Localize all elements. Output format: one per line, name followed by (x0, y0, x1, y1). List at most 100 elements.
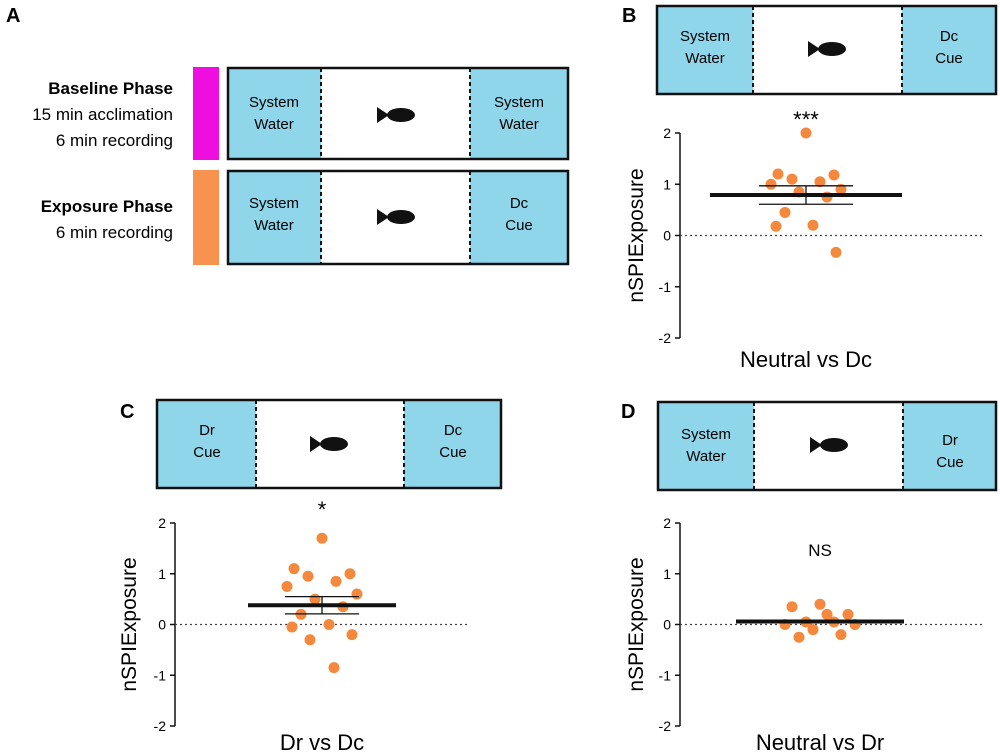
baseline-tank: System Water System Water (226, 66, 570, 161)
x-axis-label: Dr vs Dc (280, 730, 364, 755)
y-tick-label: -1 (154, 667, 167, 683)
y-tick-label: 0 (158, 617, 166, 633)
data-point (835, 629, 847, 641)
panel-letter-d: D (621, 401, 635, 423)
data-point (814, 598, 826, 610)
left-zone-label-2: Water (685, 50, 724, 67)
y-axis-label: nSPIExposure (625, 168, 648, 302)
left-zone (658, 402, 754, 490)
baseline-phase-color-bar (193, 67, 219, 160)
right-zone-label-2: Cue (935, 50, 963, 67)
right-zone-label-1: Dc (940, 28, 959, 45)
right-zone (470, 68, 568, 159)
panel-letter-c: C (120, 401, 134, 423)
exposure-phase-line1: 6 min recording (56, 223, 173, 242)
y-tick-label: -1 (659, 667, 672, 683)
left-zone (228, 171, 321, 264)
panel-c-plot: * nSPIExposure Dr vs Dc -2 -1 0 1 2 (118, 497, 470, 755)
data-point (281, 580, 293, 592)
right-zone (902, 6, 996, 94)
fish-icon (377, 209, 415, 225)
y-tick-label: 0 (663, 228, 671, 244)
x-axis-label: Neutral vs Dc (740, 347, 872, 372)
exposure-phase-color-bar (193, 170, 219, 265)
left-zone-label-2: Water (254, 116, 293, 133)
data-point (346, 629, 358, 641)
data-point (344, 568, 356, 580)
fish-icon (310, 436, 348, 452)
data-point (835, 183, 847, 195)
right-zone-label-1: Dc (444, 422, 463, 439)
exposure-phase-title: Exposure Phase (41, 197, 173, 216)
panel-letter-a: A (6, 5, 20, 27)
data-point (770, 220, 782, 232)
baseline-phase-line1: 15 min acclimation (32, 105, 173, 124)
data-point (842, 608, 854, 620)
left-zone-label-1: System (249, 94, 299, 111)
fish-icon (377, 107, 415, 123)
left-zone (157, 400, 256, 488)
right-zone (903, 402, 996, 490)
left-zone-label-2: Water (254, 217, 293, 234)
data-point (316, 532, 328, 544)
data-point (821, 608, 833, 620)
exposure-tank: System Water Dc Cue (226, 169, 570, 266)
left-zone-label-1: System (681, 426, 731, 443)
data-point (772, 168, 784, 180)
left-zone (657, 6, 753, 94)
y-tick-label: 2 (663, 125, 671, 141)
y-tick-label: -1 (659, 279, 672, 295)
right-zone (404, 400, 501, 488)
y-tick-label: -2 (659, 330, 672, 346)
panel-c-tank: Dr Cue Dc Cue (155, 398, 503, 490)
data-point (323, 619, 335, 630)
data-point (309, 593, 321, 605)
left-zone-label-1: System (680, 28, 730, 45)
y-tick-label: -2 (154, 718, 167, 734)
right-zone-label-2: Cue (936, 454, 964, 471)
data-point (288, 563, 300, 575)
data-point (800, 127, 812, 139)
data-point (351, 588, 363, 600)
data-point (807, 624, 819, 636)
fish-icon (810, 437, 848, 453)
data-point (765, 178, 777, 190)
y-axis-label: nSPIExposure (118, 557, 141, 691)
x-axis-label: Neutral vs Dr (756, 730, 884, 755)
data-point (330, 575, 342, 587)
y-tick-label: -2 (659, 718, 672, 734)
data-point (304, 634, 316, 646)
data-point (830, 246, 842, 258)
right-zone-label-2: Water (499, 116, 538, 133)
data-point (793, 631, 805, 643)
y-axis-label: nSPIExposure (625, 557, 648, 691)
left-zone-label-1: System (249, 195, 299, 212)
panel-d-tank: System Water Dr Cue (656, 400, 998, 492)
data-point (328, 662, 340, 674)
left-zone-label-1: Dr (199, 422, 215, 439)
y-tick-label: 1 (158, 566, 166, 582)
left-zone-label-2: Water (686, 448, 725, 465)
right-zone-label-2: Cue (505, 217, 533, 234)
significance-label: * (318, 497, 327, 522)
data-point (807, 219, 819, 231)
data-point (828, 169, 840, 181)
y-tick-label: 0 (663, 617, 671, 633)
right-zone (470, 171, 568, 264)
panel-b-tank: System Water Dc Cue (655, 4, 998, 96)
data-point (302, 570, 314, 582)
data-point (786, 601, 798, 613)
significance-label: NS (808, 541, 832, 560)
baseline-phase-title: Baseline Phase (48, 79, 173, 98)
fish-icon (808, 41, 846, 57)
data-point (286, 621, 298, 633)
panel-d-plot: NS nSPIExposure Neutral vs Dr -2 -1 0 1 2 (625, 515, 985, 755)
left-zone (228, 68, 321, 159)
baseline-phase-line2: 6 min recording (56, 131, 173, 150)
y-tick-label: 2 (158, 515, 166, 531)
left-zone-label-2: Cue (193, 444, 221, 461)
right-zone-label-1: Dc (510, 195, 529, 212)
y-tick-label: 2 (663, 515, 671, 531)
